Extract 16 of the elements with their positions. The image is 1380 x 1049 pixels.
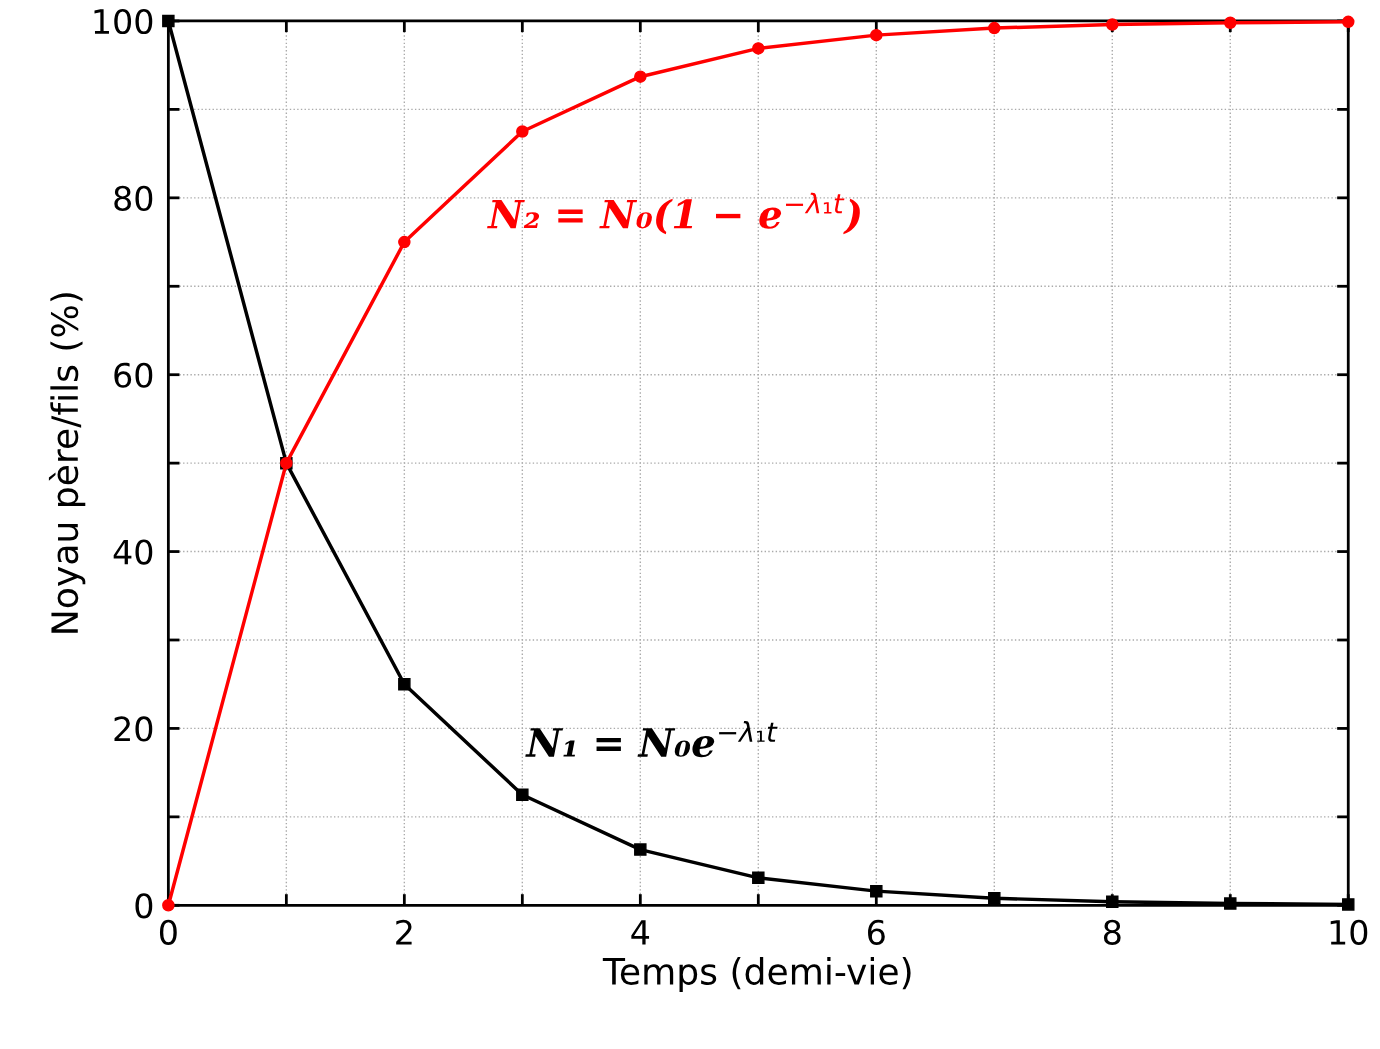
x-axis-title: Temps (demi-vie): [602, 956, 911, 992]
y-axis-title: Noyau père/fils (%): [48, 293, 86, 633]
y-tick-label: 20: [114, 716, 153, 742]
x-tick-label: 6: [868, 919, 885, 945]
y-tick-label: 100: [94, 8, 153, 35]
x-tick-label: 10: [1330, 919, 1368, 945]
y-tick-label: 0: [135, 893, 153, 919]
annotation: N₂ = N₀(1 − e$^{−λ₁t}$): [487, 192, 860, 235]
x-tick-label: 0: [159, 919, 177, 945]
y-tick-label: 80: [114, 185, 153, 211]
x-tick-label: 8: [1103, 919, 1121, 945]
annotation: N₁ = N₀e$^{−λ₁t}$: [525, 721, 778, 758]
x-tick-label: 2: [396, 919, 412, 945]
x-tick-label: 4: [631, 920, 650, 945]
y-tick-label: 40: [113, 539, 153, 565]
y-tick-label: 60: [114, 362, 153, 388]
